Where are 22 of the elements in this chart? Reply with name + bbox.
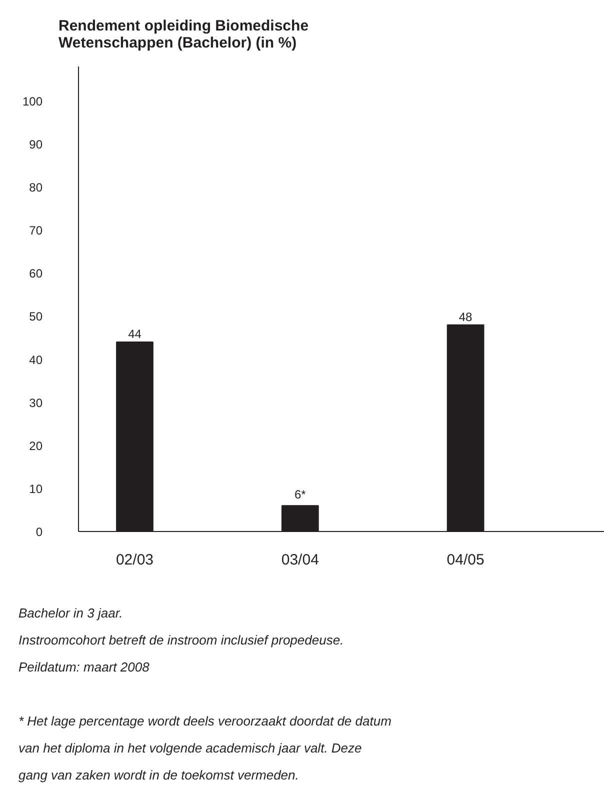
x-tick-label: 02/03	[116, 552, 154, 568]
text: Peildatum: maart 2008	[18, 660, 150, 674]
data-label: 6*	[294, 488, 306, 502]
text: * Het lage percentage wordt deels veroorzaakt doordat de datum van het diploma in het volgende academisch jaar valt. Deze gang van zaken wordt in de toekomst vermeden.	[18, 714, 392, 782]
y-tick-label: 60	[29, 266, 43, 281]
x-tick-label: 03/04	[281, 552, 319, 568]
y-tick-label: 70	[29, 224, 43, 238]
y-tick-label: 40	[29, 352, 43, 367]
y-tick-label: 100	[22, 94, 43, 108]
y-tick-label: 0	[36, 525, 43, 539]
data-label: 44	[128, 327, 142, 342]
y-tick-label: 90	[29, 138, 43, 152]
x-tick-label: 04/05	[446, 552, 484, 568]
text: Instroomcohort betreft de instroom inclusief propedeuse.	[18, 632, 344, 648]
y-tick-label: 80	[29, 180, 43, 195]
chart-title: Rendement opleiding Biomedische Wetenschappen (Bachelor) (in %)	[58, 18, 309, 52]
y-tick-label: 20	[29, 438, 43, 453]
y-tick-label: 10	[29, 482, 43, 496]
data-label: 48	[458, 310, 473, 324]
y-tick-label: 30	[29, 396, 43, 410]
text: Bachelor in 3 jaar.	[18, 606, 123, 620]
y-tick-label: 50	[29, 310, 43, 324]
